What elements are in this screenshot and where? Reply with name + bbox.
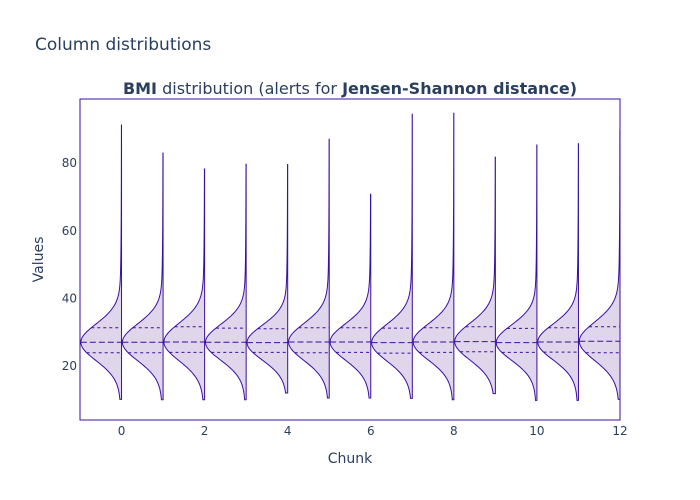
violin-shape <box>329 193 372 399</box>
y-tick-labels: 20 40 60 80 <box>62 156 77 373</box>
violin-shape <box>121 152 164 401</box>
x-tick-label: 4 <box>284 424 292 438</box>
violin-shape <box>495 144 538 401</box>
violin-chunk-11 <box>537 143 579 401</box>
violin-shape <box>288 138 330 399</box>
violin-chunk-7 <box>371 113 413 399</box>
x-tick-label: 8 <box>450 424 458 438</box>
x-tick-labels: 0 2 4 6 8 10 12 <box>118 424 628 438</box>
violin-chunk-12 <box>578 129 621 400</box>
violin-chunk-1 <box>121 152 164 401</box>
y-tick-label: 20 <box>62 359 77 373</box>
x-tick-label: 10 <box>529 424 544 438</box>
violin-shape <box>246 164 289 394</box>
violin-shape <box>578 129 621 400</box>
x-tick-label: 0 <box>118 424 126 438</box>
violin-chunk-6 <box>329 193 372 399</box>
violin-shape <box>163 168 206 401</box>
chart-title-part: distribution (alerts for <box>157 79 342 98</box>
violin-chunk-9 <box>454 156 496 395</box>
violin-shape <box>412 112 455 401</box>
violin-shape <box>204 163 247 401</box>
chart-title-part: Jensen-Shannon distance) <box>341 79 577 98</box>
y-tick-label: 80 <box>62 156 77 170</box>
violin-chunk-4 <box>246 164 289 394</box>
y-tick-label: 60 <box>62 224 77 238</box>
x-tick-label: 6 <box>367 424 375 438</box>
violin-chunk-2 <box>163 168 206 401</box>
violin-shape <box>371 113 413 399</box>
x-tick-label: 12 <box>612 424 627 438</box>
violin-chunk-5 <box>288 138 330 399</box>
x-axis-label: Chunk <box>328 451 373 467</box>
violins-group <box>80 112 621 401</box>
violin-chunk-0 <box>80 124 123 400</box>
violin-shape <box>80 124 123 400</box>
violin-chunk-10 <box>495 144 538 401</box>
violin-chunk-3 <box>204 163 247 401</box>
chart-title-part: BMI <box>123 79 157 98</box>
y-axis-label: Values <box>31 237 47 283</box>
page-title: Column distributions <box>35 35 211 55</box>
violin-chunk-8 <box>412 112 455 401</box>
violin-shape <box>537 143 579 401</box>
x-tick-label: 2 <box>201 424 209 438</box>
violin-shape <box>454 156 496 395</box>
chart-title: BMI distribution (alerts for Jensen-Shan… <box>123 79 577 98</box>
y-tick-label: 40 <box>62 291 77 305</box>
